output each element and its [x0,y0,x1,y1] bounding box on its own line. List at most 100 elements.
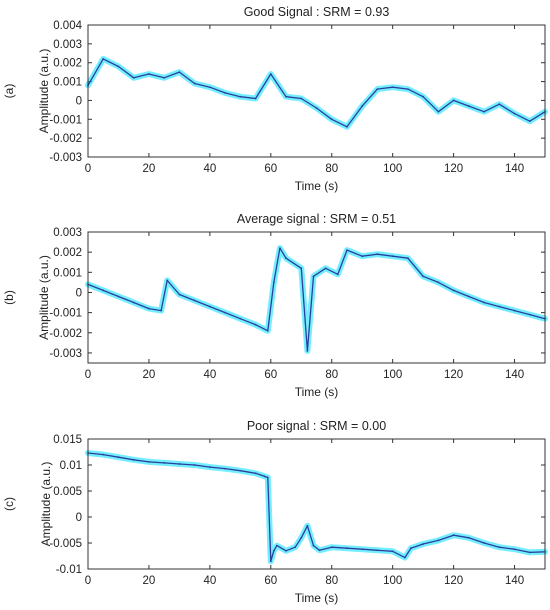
data-point [361,548,364,551]
data-point [361,105,364,107]
data-point [391,255,394,258]
data-point [315,107,318,109]
data-point [272,281,275,284]
data-point [528,313,531,316]
x-tick-label: 100 [383,369,402,381]
x-tick-label: 20 [143,575,156,587]
x-tick-label: 0 [85,163,91,175]
plot-frame [87,24,546,158]
data-point [528,551,531,554]
data-point [483,542,485,544]
data-point [272,549,275,552]
y-tick-label: -0.01 [56,564,82,576]
x-tick-label: 0 [85,575,91,587]
chart-title: Average signal : SRM = 0.51 [237,212,396,226]
data-point [422,543,425,545]
data-point [452,289,455,292]
data-point [407,257,409,260]
data-point [275,544,278,547]
data-point [224,467,227,470]
data-point [452,99,455,102]
data-point [285,95,287,98]
data-point [148,73,150,75]
y-tick-label: 0.01 [60,460,82,472]
data-point [498,305,501,308]
x-tick-label: 120 [444,163,463,175]
data-point [254,323,257,326]
x-tick-label: 20 [143,163,156,175]
panel-label: (c) [2,497,16,511]
data-point [498,546,501,549]
data-point [467,295,470,298]
data-point [437,110,440,113]
data-point [483,301,485,304]
y-axis-label: Amplitude (a.u.) [37,255,51,340]
data-point [224,91,227,94]
x-tick-label: 100 [383,163,402,175]
data-point [266,476,269,479]
x-tick-label: 140 [505,163,524,175]
x-tick-label: 40 [203,369,216,381]
x-tick-label: 20 [143,369,156,381]
data-point [391,550,394,553]
data-point [117,295,120,298]
data-point [312,544,315,547]
data-point [361,255,364,258]
data-point [513,548,516,551]
data-point [300,97,303,100]
x-tick-label: 80 [325,163,338,175]
data-point [178,293,181,296]
y-tick-label: -0.002 [49,133,82,145]
data-point [300,536,303,539]
data-point [513,112,516,115]
data-point [263,475,266,478]
data-point [306,524,309,527]
data-point [193,299,196,302]
data-point [178,463,181,465]
data-point [279,247,281,250]
y-tick-label: 0.003 [53,227,82,239]
x-tick-label: 60 [264,575,277,587]
y-tick-label: 0.005 [53,486,82,498]
data-point [239,95,242,98]
data-point [117,456,120,459]
data-point [376,88,379,91]
data-point [300,267,303,270]
y-tick-label: 0.001 [53,77,82,89]
x-tick-label: 120 [444,369,463,381]
x-axis-label: Time (s) [295,591,339,605]
x-tick-label: 60 [264,163,277,175]
x-axis-label: Time (s) [295,385,339,399]
data-point [148,307,150,310]
data-point [330,546,333,549]
y-tick-label: -0.002 [49,328,82,340]
x-tick-label: 0 [85,369,91,381]
x-tick-label: 100 [383,575,402,587]
data-point [452,534,455,537]
x-tick-label: 80 [325,369,338,381]
data-point [346,125,348,128]
data-point [376,253,379,256]
data-point [422,275,425,278]
data-point [208,305,211,308]
signal-envelope [85,450,548,565]
y-axis-label: Amplitude (a.u.) [37,49,51,134]
signal-envelope [85,55,548,130]
y-tick-label: 0.002 [53,247,82,259]
y-tick-label: 0.002 [53,58,82,70]
y-tick-label: 0.001 [53,267,82,279]
y-tick-label: -0.001 [49,114,82,126]
data-point [266,329,269,332]
data-point [410,547,412,550]
data-point [391,86,394,89]
y-tick-label: 0 [76,95,82,107]
data-point [178,71,181,74]
x-tick-label: 40 [203,575,216,587]
chart-title: Good Signal : SRM = 0.93 [244,5,390,19]
x-tick-label: 120 [444,575,463,587]
x-axis-label: Time (s) [295,179,339,193]
data-point [254,97,257,100]
data-point [467,105,470,107]
data-point [346,249,348,252]
